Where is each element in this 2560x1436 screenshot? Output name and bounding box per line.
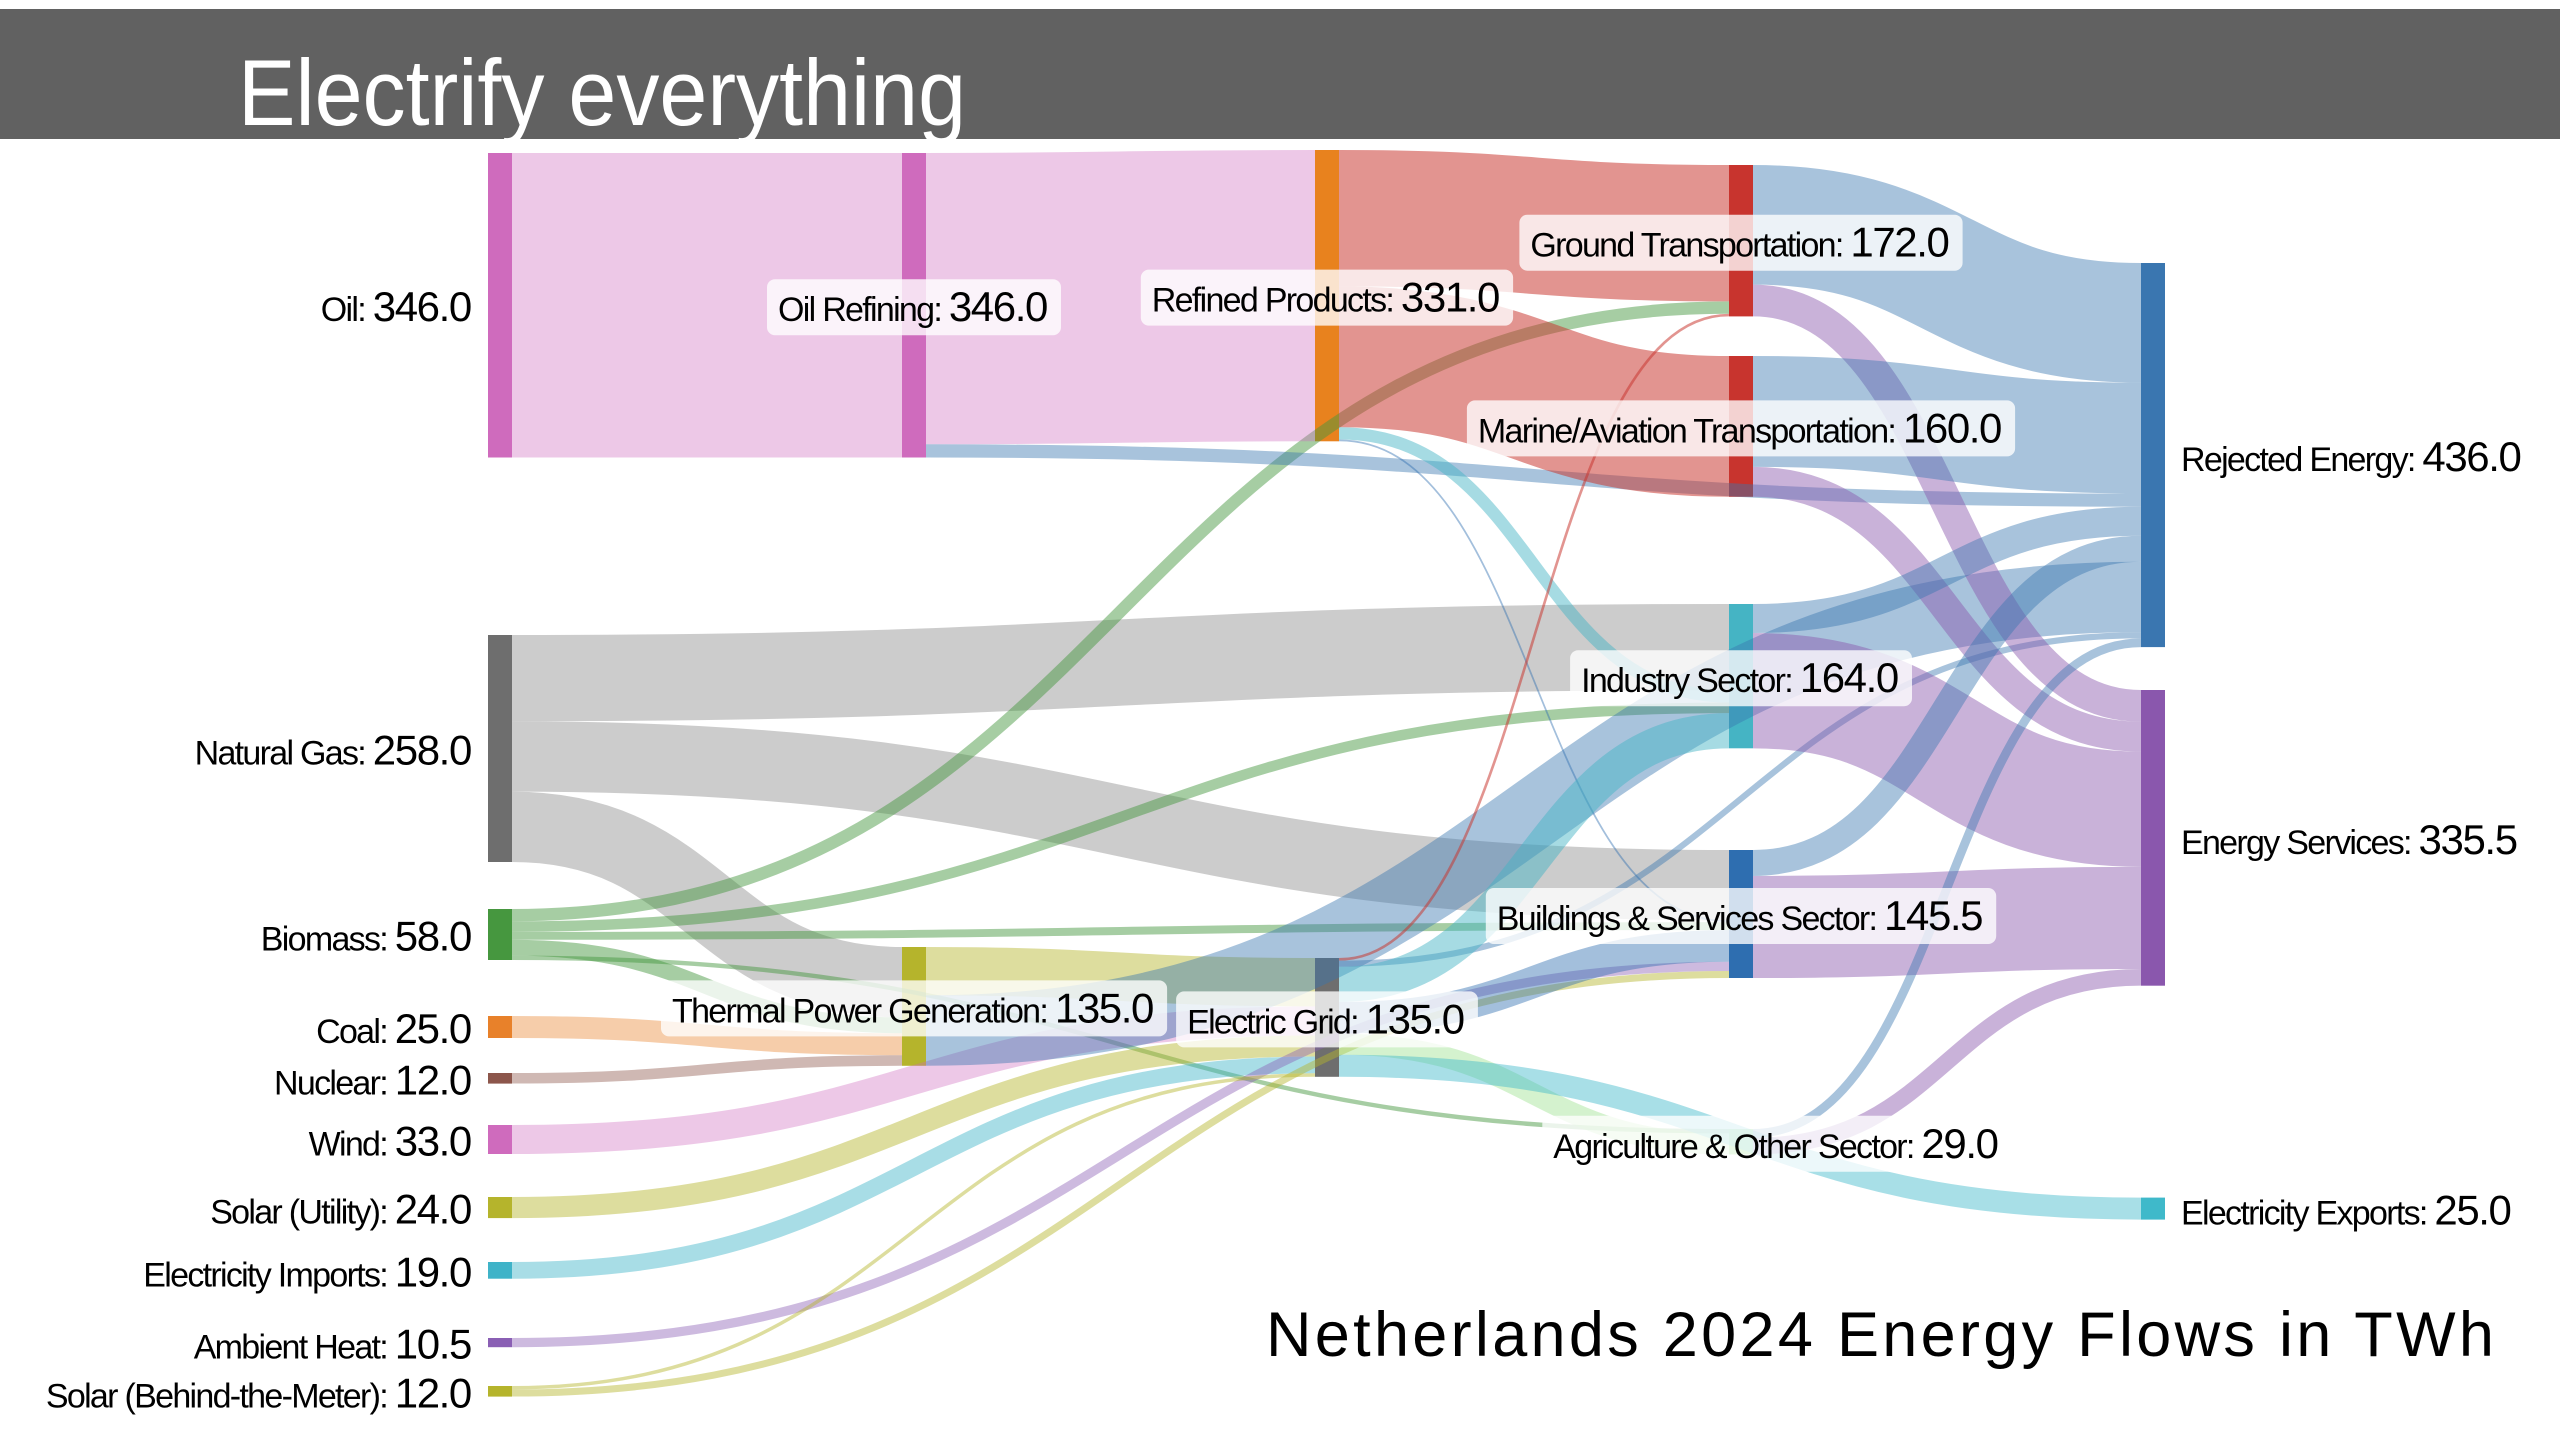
svg-text:Electric Grid: 135.0: Electric Grid: 135.0	[1187, 995, 1464, 1042]
svg-text:Nuclear: 12.0: Nuclear: 12.0	[274, 1056, 471, 1103]
svg-text:Netherlands 2024 Energy Flows: Netherlands 2024 Energy Flows in TWh	[1266, 1300, 2497, 1370]
svg-text:Biomass: 58.0: Biomass: 58.0	[261, 913, 471, 960]
svg-text:Coal: 25.0: Coal: 25.0	[316, 1005, 471, 1052]
svg-text:Electricity Imports: 19.0: Electricity Imports: 19.0	[143, 1248, 471, 1295]
svg-text:Marine/Aviation Transportation: Marine/Aviation Transportation: 160.0	[1478, 404, 2001, 451]
svg-text:Energy Services: 335.5: Energy Services: 335.5	[2181, 816, 2517, 863]
svg-text:Rejected Energy: 436.0: Rejected Energy: 436.0	[2181, 433, 2521, 480]
svg-text:Ground Transportation: 172.0: Ground Transportation: 172.0	[1530, 219, 1948, 266]
svg-text:Natural Gas: 258.0: Natural Gas: 258.0	[195, 727, 471, 774]
svg-text:Solar (Utility): 24.0: Solar (Utility): 24.0	[210, 1186, 471, 1233]
svg-text:Electricity Exports: 25.0: Electricity Exports: 25.0	[2181, 1187, 2511, 1234]
svg-text:Electrify everything: Electrify everything	[238, 40, 966, 145]
svg-text:Oil Refining: 346.0: Oil Refining: 346.0	[778, 283, 1047, 330]
svg-text:Wind: 33.0: Wind: 33.0	[309, 1118, 471, 1165]
svg-text:Thermal Power Generation: 135.: Thermal Power Generation: 135.0	[672, 984, 1153, 1031]
svg-text:Refined Products: 331.0: Refined Products: 331.0	[1152, 274, 1499, 321]
svg-text:Buildings & Services Sector: 1: Buildings & Services Sector: 145.5	[1497, 892, 1982, 939]
svg-text:Oil: 346.0: Oil: 346.0	[321, 283, 471, 330]
svg-text:Ambient Heat: 10.5: Ambient Heat: 10.5	[194, 1321, 471, 1368]
svg-text:Solar (Behind-the-Meter): 12.0: Solar (Behind-the-Meter): 12.0	[46, 1369, 471, 1416]
svg-text:Agriculture & Other Sector: 29: Agriculture & Other Sector: 29.0	[1553, 1120, 1997, 1167]
svg-text:Industry Sector: 164.0: Industry Sector: 164.0	[1581, 654, 1898, 701]
